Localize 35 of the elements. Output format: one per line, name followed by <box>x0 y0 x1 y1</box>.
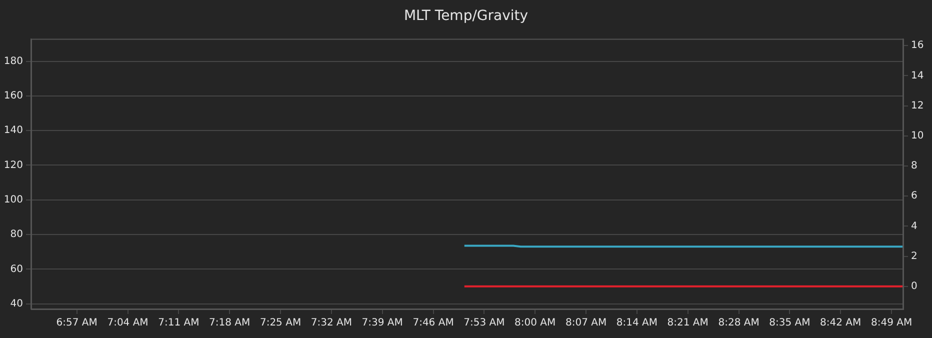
y2-tick-label: 12 <box>911 100 924 112</box>
x-tick-label: 8:07 AM <box>565 318 607 329</box>
x-tick-label: 8:14 AM <box>616 318 658 329</box>
x-tick-label: 7:18 AM <box>209 318 250 329</box>
x-tick-label: 8:00 AM <box>514 318 556 329</box>
y2-tick-label: 8 <box>911 160 918 172</box>
x-tick-label: 8:21 AM <box>667 318 708 329</box>
y-tick-label: 140 <box>4 125 23 136</box>
x-tick-label: 7:04 AM <box>107 318 148 329</box>
y-tick-label: 100 <box>4 194 23 206</box>
x-tick-label: 7:53 AM <box>464 318 505 329</box>
y-tick-label: 180 <box>4 56 23 67</box>
y2-tick-label: 16 <box>911 40 924 52</box>
x-tick-label: 7:32 AM <box>310 318 352 329</box>
x-tick-label: 8:28 AM <box>718 318 760 329</box>
x-tick-label: 7:11 AM <box>158 318 200 329</box>
y-tick-label: 40 <box>10 298 23 310</box>
y2-tick-label: 0 <box>911 281 918 292</box>
x-tick-label: 7:25 AM <box>260 318 302 329</box>
x-tick-label: 7:46 AM <box>412 318 454 329</box>
y2-tick-label: 4 <box>911 220 918 232</box>
y-tick-label: 80 <box>10 229 23 240</box>
x-tick-label: 7:39 AM <box>362 318 403 329</box>
x-tick-label: 8:42 AM <box>820 318 862 329</box>
x-tick-label: 8:35 AM <box>769 318 810 329</box>
x-tick-label: 8:49 AM <box>870 318 912 329</box>
y2-tick-label: 10 <box>911 130 924 142</box>
y-tick-label: 120 <box>4 160 23 171</box>
y-tick-label: 60 <box>10 264 23 275</box>
y-tick-label: 160 <box>4 90 23 102</box>
y2-tick-label: 14 <box>911 70 924 82</box>
chart-title: MLT Temp/Gravity <box>404 8 528 24</box>
y2-tick-label: 2 <box>911 250 918 262</box>
x-tick-label: 6:57 AM <box>56 318 98 329</box>
y2-tick-label: 6 <box>911 190 918 202</box>
